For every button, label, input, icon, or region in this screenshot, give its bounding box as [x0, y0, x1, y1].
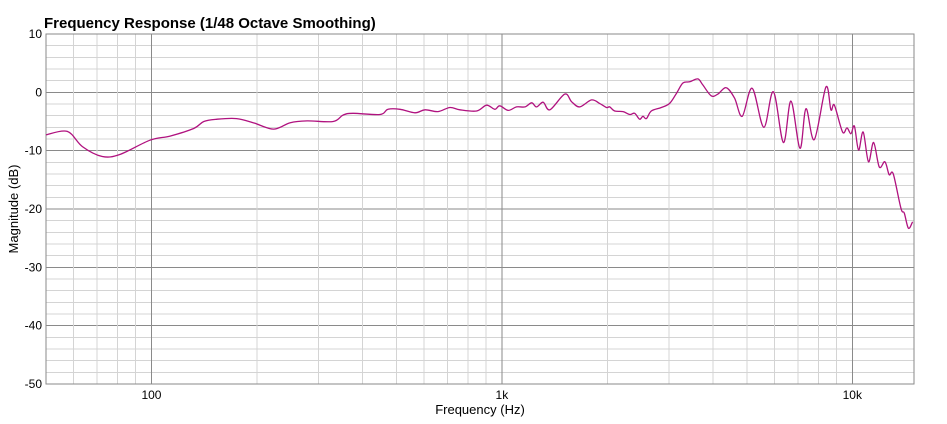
series — [45, 78, 914, 230]
x-tick-label: 100 — [141, 388, 161, 402]
y-axis-label: Magnitude (dB) — [6, 165, 21, 254]
y-tick-label: -20 — [25, 202, 43, 216]
chart-title: Frequency Response (1/48 Octave Smoothin… — [44, 15, 376, 32]
x-axis-label: Frequency (Hz) — [435, 402, 525, 417]
grid — [45, 33, 915, 385]
plot-frame — [45, 33, 915, 385]
y-tick-label: -50 — [25, 377, 43, 391]
y-tick-label: -30 — [25, 260, 43, 274]
y-tick-label: -40 — [25, 319, 43, 333]
x-tick-label: 1k — [496, 388, 510, 402]
y-tick-label: 10 — [29, 27, 43, 41]
y-tick-label: 0 — [35, 85, 42, 99]
x-tick-label: 10k — [843, 388, 863, 402]
y-tick-label: -10 — [25, 144, 43, 158]
frequency-response-line — [45, 78, 914, 230]
